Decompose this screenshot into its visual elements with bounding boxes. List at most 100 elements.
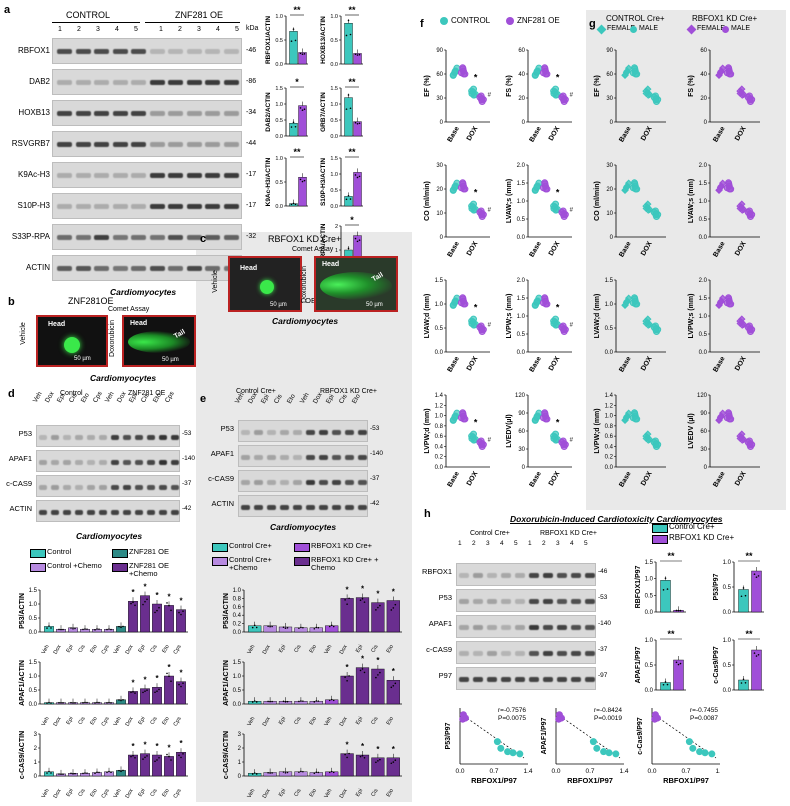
protein-band (87, 509, 95, 515)
data-point (332, 771, 335, 774)
protein-band (171, 434, 179, 440)
protein-band (557, 677, 567, 682)
data-point (106, 628, 108, 631)
x-tick-label: Epi (278, 644, 287, 654)
data-point (294, 125, 297, 128)
y-tick-label: 2 (34, 746, 38, 752)
protein-band (112, 49, 128, 54)
y-tick-label: 0.8 (605, 424, 614, 430)
blot-row-label: S33P-RPA (11, 232, 50, 241)
x-tick-label: Cis (150, 788, 159, 798)
x-tick-label: Veh (41, 644, 51, 655)
y-tick-label: 0.0 (233, 702, 242, 708)
data-point (551, 85, 559, 93)
x-tick-label: 0.7 (681, 768, 690, 775)
bar (386, 757, 400, 777)
legend-swatch (112, 549, 128, 558)
sig-star: * (376, 656, 380, 665)
bar (325, 771, 339, 777)
protein-band (515, 599, 525, 604)
protein-band (186, 142, 202, 147)
protein-band (149, 235, 165, 240)
y-tick-label: 0 (610, 120, 614, 126)
legend-label: ZNF281 OE (129, 547, 170, 556)
bar (44, 771, 54, 777)
data-point (106, 771, 108, 774)
data-point (708, 750, 716, 758)
data-point (110, 771, 112, 774)
protein-band (149, 111, 165, 116)
data-point (282, 771, 285, 773)
protein-band (111, 509, 119, 515)
data-point (542, 185, 550, 193)
y-axis-label: c-CAS9/ACTIN (223, 731, 230, 779)
y-tick-label: 60 (606, 72, 613, 78)
y-tick-label: 20 (700, 96, 707, 102)
data-point (300, 626, 302, 629)
x-tick-label: Epi (66, 716, 75, 726)
protein-band (205, 204, 220, 209)
y-tick-label: 1.5 (605, 278, 614, 284)
y-tick-label: 0.0 (699, 350, 708, 356)
x-tick-label: Dox (339, 716, 349, 728)
data-point (533, 183, 541, 191)
y-axis-label: GRB7/ACTIN (320, 92, 327, 132)
data-point (677, 609, 680, 612)
data-point (394, 682, 397, 685)
legend-label: Control +Chemo (47, 561, 102, 570)
data-point (747, 328, 755, 336)
protein-band (159, 484, 167, 490)
data-point (379, 671, 381, 674)
data-point (653, 213, 661, 221)
protein-band (63, 459, 71, 465)
data-point (158, 756, 160, 759)
x-tick-label: DOX (548, 470, 562, 487)
x-tick-label: 0.7 (489, 768, 498, 775)
data-point (290, 126, 293, 128)
protein-band (529, 677, 539, 682)
y-tick-label: 0.5 (517, 332, 526, 338)
protein-band (345, 429, 354, 435)
protein-band (345, 479, 354, 485)
y-tick-label: 0.4 (605, 444, 614, 450)
protein-band (39, 459, 47, 465)
protein-band (171, 509, 179, 515)
protein-band (293, 479, 302, 485)
data-point (632, 185, 640, 193)
blot-row-label: P53 (18, 429, 32, 438)
data-point (72, 773, 74, 775)
data-point (753, 652, 756, 654)
protein-band (293, 429, 302, 435)
sig-star: * (155, 674, 159, 683)
x-tick-label: Cps (101, 788, 111, 800)
data-point (253, 624, 256, 627)
bar (104, 771, 114, 777)
data-point (303, 53, 306, 55)
data-point (460, 415, 468, 423)
group-underline (145, 22, 240, 23)
panel-h-title: Doxorubicin-Induced Cardiotoxicity Cardi… (510, 514, 723, 524)
y-tick-label: 1.0 (29, 674, 38, 680)
bar-chart: 0.0 0.5 1.0 ** P53/P97 (713, 551, 764, 616)
x-tick-label: Veh (41, 788, 51, 799)
data-point (118, 699, 120, 701)
panel-h-bar-charts: 0.00.51.01.5**RBFOX1/P970.00.51.0**P53/P… (635, 551, 764, 694)
x-tick-label: Dox (125, 644, 135, 656)
data-point (379, 758, 381, 761)
y-tick-label: 0.2 (605, 455, 614, 461)
panel-d-caption: Cardiomyocytes (76, 531, 143, 541)
protein-band (57, 173, 72, 178)
legend-label: Control Cre+ (229, 541, 272, 550)
bar (660, 580, 671, 613)
panel-b-letter: b (8, 296, 15, 308)
data-point (354, 237, 357, 240)
data-point (82, 628, 84, 631)
data-point (317, 626, 320, 629)
x-tick-label: Cps (173, 644, 183, 656)
data-point (726, 70, 734, 78)
data-point (120, 699, 122, 702)
bar (309, 772, 323, 777)
y-tick-label: 0.8 (233, 596, 242, 602)
x-tick-label: Veh (113, 644, 123, 655)
protein-band (75, 142, 91, 147)
